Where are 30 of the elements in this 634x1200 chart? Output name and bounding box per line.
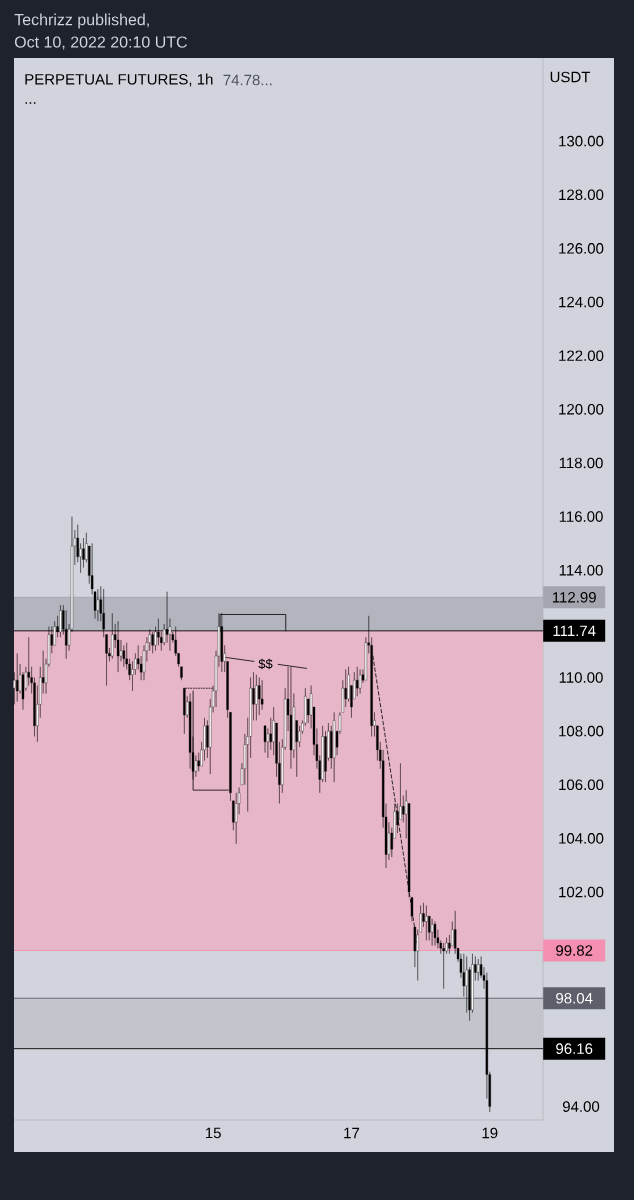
ref-line-label: 112.99 <box>552 592 596 603</box>
y-tick-label: 102.00 <box>559 886 604 898</box>
x-tick-label: 15 <box>205 1127 221 1139</box>
y-tick-label: 106.00 <box>559 779 604 791</box>
y-tick-label: 118.00 <box>559 457 603 469</box>
ref-line-label: 98.04 <box>556 992 593 1004</box>
y-tick-label: 114.00 <box>559 564 603 576</box>
y-tick-label: 108.00 <box>559 725 604 737</box>
y-tick-label: 94.00 <box>562 1101 600 1112</box>
annotation: ... <box>25 102 36 104</box>
y-tick-label: 110.00 <box>559 672 603 683</box>
x-tick-label: 19 <box>482 1127 498 1139</box>
y-tick-label: 104.00 <box>559 833 604 844</box>
annotation: $$ <box>258 658 273 670</box>
y-tick-label: 122.00 <box>559 350 604 361</box>
y-axis-title: USDT <box>550 71 591 83</box>
ref-line-label: 96.16 <box>556 1043 593 1054</box>
y-tick-label: 130.00 <box>559 135 604 147</box>
ref-line-label: 111.74 <box>553 625 596 636</box>
y-tick-label: 126.00 <box>559 243 604 254</box>
y-tick-label: 120.00 <box>559 404 604 415</box>
y-tick-label: 116.00 <box>559 511 603 522</box>
y-tick-label: 124.00 <box>559 296 604 308</box>
ref-line-label: 99.82 <box>556 945 593 956</box>
text: Oct 10, 2022 20:10 UTC <box>14 36 188 50</box>
x-tick-label: 17 <box>344 1127 360 1139</box>
text: PERPETUAL FUTURES, 1h <box>25 73 213 87</box>
annotation: 74.78... <box>223 74 272 86</box>
chart-subtitle: Techrizz published, <box>14 13 149 29</box>
y-tick-label: 128.00 <box>559 189 604 201</box>
